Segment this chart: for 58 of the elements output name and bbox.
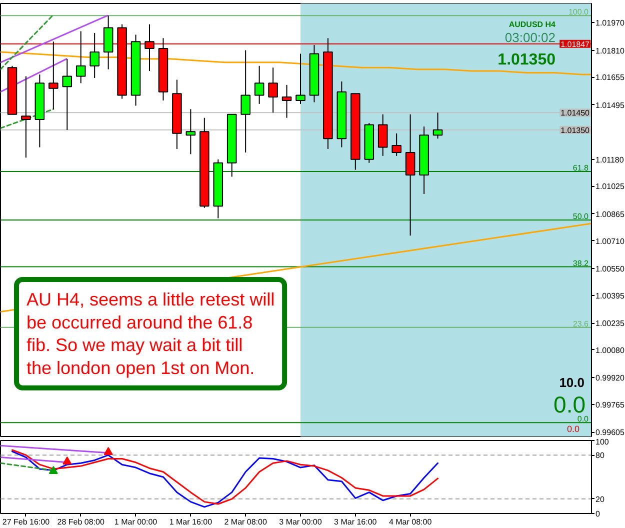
annotation: 1.01350 <box>498 52 556 68</box>
y-tick-label: 1.01495 <box>596 100 625 110</box>
annotation: 0.0 <box>577 414 590 424</box>
y-tick-label: 0.99605 <box>596 428 625 438</box>
annotation: 100.0 <box>568 8 590 17</box>
y-tick-label: 1.00865 <box>596 210 625 219</box>
annotation: 50.0 <box>572 212 590 221</box>
x-tick-label: 4 Mar 08:00 <box>388 518 432 526</box>
candlestick <box>282 84 292 118</box>
y-tick-label: 20 <box>596 494 605 504</box>
annotation: 10.0 <box>559 375 585 390</box>
y-tick-label: 0.99920 <box>596 374 625 383</box>
annotation: AU H4, seems a little retest will be occurred around the 61.8 fib. So we may wait a bit till the london open 1st on Mon. <box>26 290 275 378</box>
ref-line-label: 1.01847 <box>560 40 590 49</box>
y-tick-label: 1.00550 <box>596 264 625 274</box>
annotation: 23.6 <box>572 319 590 328</box>
candlestick <box>48 41 58 110</box>
candlestick <box>405 114 416 236</box>
candlestick <box>186 108 196 155</box>
ref-line-label: 1.01350 <box>560 126 590 135</box>
y-tick-label: 1.01180 <box>596 155 624 164</box>
x-tick-label: 3 Mar 00:00 <box>279 518 322 526</box>
x-tick-label: 3 Mar 16:00 <box>334 518 378 526</box>
y-tick-label: 1.00710 <box>596 236 625 246</box>
y-tick-label: 1.00080 <box>596 346 625 355</box>
candlestick <box>240 50 250 153</box>
x-tick-label: 1 Mar 16:00 <box>169 518 213 526</box>
candlestick <box>296 53 306 104</box>
y-tick-label: 1.00395 <box>596 291 625 300</box>
y-tick-label: 1.01655 <box>596 73 625 82</box>
y-tick-label: 0.99765 <box>596 400 625 410</box>
y-tick-label: 0 <box>596 510 600 518</box>
candlestick <box>432 112 443 140</box>
annotation: 38.2 <box>572 258 590 268</box>
y-tick-label: 1.01970 <box>596 18 625 28</box>
y-tick-label: 1.01025 <box>596 182 625 192</box>
candlestick <box>392 132 402 156</box>
candlestick <box>76 30 86 84</box>
candlestick <box>378 114 388 156</box>
candlestick <box>62 58 72 130</box>
annotation: 61.8 <box>572 164 590 173</box>
y-tick-label: 1.01810 <box>596 46 625 56</box>
annotation: 03:00:02 <box>504 30 556 45</box>
x-tick-label: 1 Mar 00:00 <box>114 518 158 526</box>
annotation: AUDUSD H4 <box>508 20 556 29</box>
candlestick <box>144 24 154 72</box>
x-tick-label: 28 Feb 08:00 <box>57 518 105 526</box>
x-tick-label: 27 Feb 16:00 <box>2 518 50 526</box>
candlestick <box>268 67 278 114</box>
y-tick-label: 100 <box>596 438 610 446</box>
candlestick <box>21 76 31 158</box>
x-tick-label: 2 Mar 08:00 <box>224 518 268 526</box>
candlestick <box>254 65 264 104</box>
ref-line-label: 1.01450 <box>560 108 590 118</box>
y-tick-label: 80 <box>596 451 605 460</box>
y-tick-label: 1.00235 <box>596 319 625 328</box>
candlestick <box>90 32 100 78</box>
annotation: 0.0 <box>566 424 580 434</box>
